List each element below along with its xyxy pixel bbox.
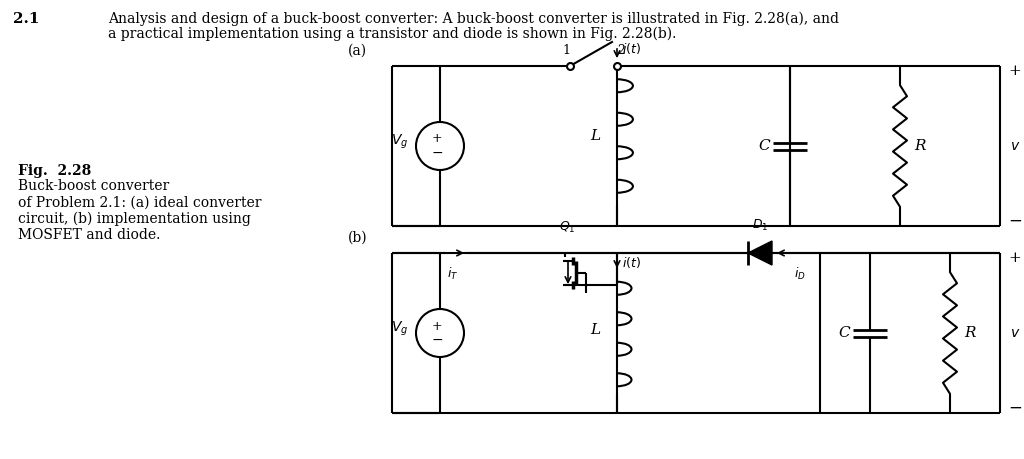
Text: L: L [590,323,600,337]
Text: 1: 1 [562,44,570,57]
Text: $v$: $v$ [1010,326,1020,340]
Text: $V_g$: $V_g$ [391,320,408,338]
Text: (a): (a) [348,44,368,58]
Text: +: + [1008,64,1021,78]
Text: −: − [431,146,442,160]
Text: Analysis and design of a buck-boost converter: A buck-boost converter is illustr: Analysis and design of a buck-boost conv… [108,12,839,26]
Text: $V_g$: $V_g$ [391,133,408,151]
Text: $v$: $v$ [1010,139,1020,153]
Text: $i(t)$: $i(t)$ [622,256,641,270]
Text: C: C [758,139,770,153]
Text: +: + [1008,251,1021,265]
Text: Fig.  2.28: Fig. 2.28 [18,164,91,178]
Text: $i_T$: $i_T$ [447,266,459,282]
Text: −: − [431,333,442,347]
Text: 2: 2 [617,44,625,57]
Polygon shape [748,241,772,265]
Text: 2.1: 2.1 [13,12,40,26]
Text: $D_1$: $D_1$ [752,218,768,233]
Text: L: L [590,129,600,143]
Text: R: R [914,139,926,153]
Text: C: C [839,326,850,340]
Text: (b): (b) [348,231,368,245]
Text: −: − [1008,399,1022,416]
Text: +: + [432,319,442,332]
Text: $i_D$: $i_D$ [794,266,806,282]
Text: $Q_1$: $Q_1$ [559,220,575,235]
Text: $i(t)$: $i(t)$ [622,40,641,56]
Text: Buck-boost converter
of Problem 2.1: (a) ideal converter
circuit, (b) implementa: Buck-boost converter of Problem 2.1: (a)… [18,179,261,242]
Text: a practical implementation using a transistor and diode is shown in Fig. 2.28(b): a practical implementation using a trans… [108,27,677,41]
Text: −: − [1008,213,1022,230]
Text: R: R [965,326,976,340]
Text: +: + [432,133,442,146]
